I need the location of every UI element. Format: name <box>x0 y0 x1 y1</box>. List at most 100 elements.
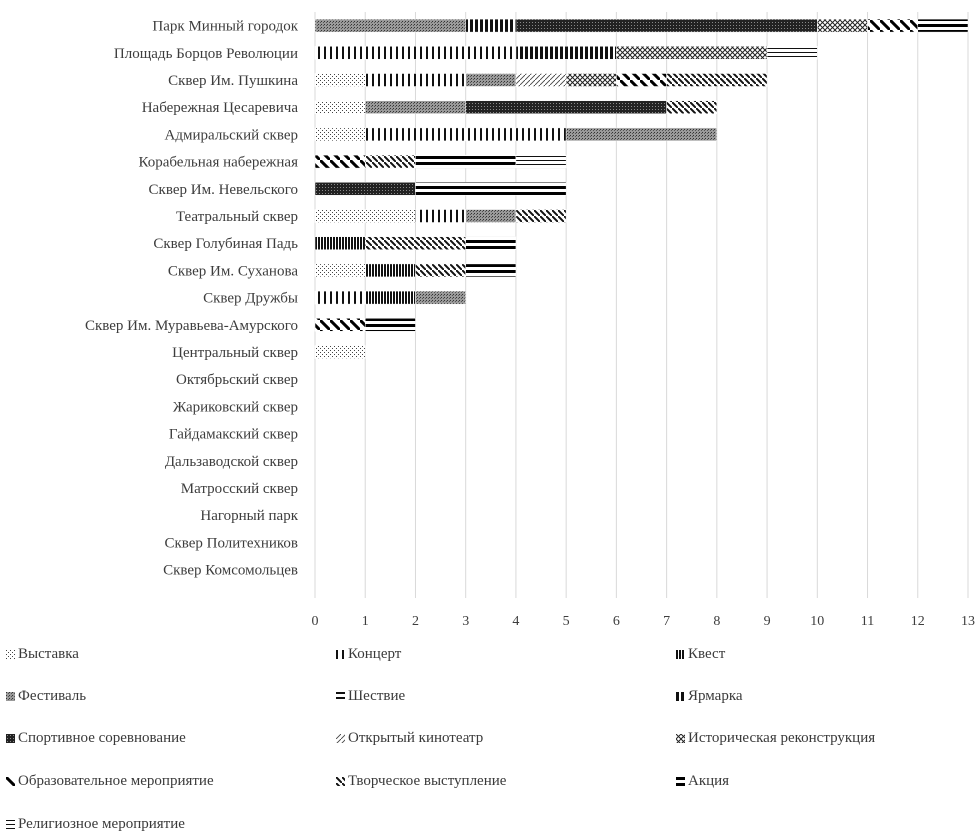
bar-segment <box>515 73 567 87</box>
legend-item: Спортивное соревнование <box>6 730 186 747</box>
legend-label: Религиозное мероприятие <box>18 816 185 832</box>
legend-label: Концерт <box>348 646 402 662</box>
bar-segment <box>465 100 667 114</box>
x-tick-label: 8 <box>713 614 720 629</box>
bar-segment <box>565 127 718 142</box>
bar-segment <box>515 154 567 169</box>
bar-segment <box>364 154 416 169</box>
bar-segment <box>314 182 416 196</box>
category-labels: Парк Минный городок Площадь Борцов Револю… <box>85 19 299 579</box>
legend-swatch <box>676 777 685 786</box>
bar-segment <box>465 18 517 33</box>
category-label: Сквер Политехников <box>164 535 298 551</box>
category-label: Адмиральский сквер <box>165 127 298 143</box>
category-label: Сквер Комсомольцев <box>163 563 298 579</box>
chart-canvas: Парк Минный городок Площадь Борцов Револю… <box>85 12 976 629</box>
x-tick-labels: 0 1 2 3 4 5 6 7 8 9 10 11 12 13 <box>312 614 976 629</box>
bar-segment <box>364 236 466 250</box>
x-tick-label: 2 <box>412 614 419 629</box>
bar-segment <box>364 290 416 305</box>
bar-segment <box>364 127 567 142</box>
bar-segment <box>917 18 969 33</box>
bar-segment <box>515 18 818 33</box>
x-tick-label: 4 <box>512 614 519 629</box>
legend-item: Ярмарка <box>676 688 743 705</box>
category-label: Сквер Им. Муравьева-Амурского <box>85 318 298 334</box>
bar-segment <box>616 73 667 87</box>
category-label: Сквер Дружбы <box>203 291 298 307</box>
legend-label: Акция <box>688 773 730 789</box>
legend-swatch <box>6 820 15 829</box>
category-label: Центральный сквер <box>172 345 298 361</box>
legend-item: Выставка <box>6 646 79 663</box>
x-tick-label: 0 <box>312 614 319 629</box>
legend-swatch <box>336 650 345 659</box>
bar-segment <box>314 46 517 60</box>
bar-segment <box>817 18 868 33</box>
category-label: Матросский сквер <box>181 481 298 497</box>
legend-swatch <box>336 777 345 786</box>
bar-segment <box>314 290 366 305</box>
bar-segment <box>364 318 416 332</box>
x-tick-label: 10 <box>810 614 824 629</box>
bars <box>314 18 969 359</box>
bar-segment <box>465 263 517 278</box>
legend-label: Образовательное мероприятие <box>18 773 214 789</box>
bar-segment <box>565 73 617 87</box>
category-label: Гайдамакский сквер <box>169 427 298 443</box>
legend-swatch <box>336 692 345 701</box>
x-tick-label: 11 <box>861 614 874 629</box>
legend-item: Творческое выступление <box>336 773 506 790</box>
bar-segment <box>364 263 416 278</box>
bar-segment <box>515 46 617 60</box>
bar-segment <box>465 236 517 250</box>
bar-segment <box>314 263 366 278</box>
bar-segment <box>314 209 416 223</box>
category-label: Набережная Цесаревича <box>142 100 299 116</box>
bar-segment <box>364 100 466 114</box>
x-tick-label: 7 <box>663 614 670 629</box>
category-label: Жариковский сквер <box>173 399 298 415</box>
bar-segment <box>415 154 517 169</box>
legend-swatch <box>6 777 15 786</box>
category-label: Сквер Им. Невельского <box>149 182 298 198</box>
bar-segment <box>415 290 466 305</box>
x-tick-label: 1 <box>362 614 369 629</box>
x-tick-label: 3 <box>462 614 469 629</box>
legend-label: Выставка <box>18 646 79 662</box>
category-label: Сквер Им. Суханова <box>168 263 299 279</box>
x-tick-label: 13 <box>961 614 975 629</box>
category-label: Октябрьский сквер <box>176 372 298 388</box>
x-tick-label: 9 <box>764 614 771 629</box>
legend-item: Квест <box>676 646 725 663</box>
legend-swatch <box>676 692 685 701</box>
x-tick-label: 12 <box>911 614 925 629</box>
legend-label: Открытый кинотеатр <box>348 730 484 746</box>
bar-segment <box>415 209 466 223</box>
legend-item: Религиозное мероприятие <box>6 816 185 833</box>
bar-segment <box>415 182 567 196</box>
legend-label: Квест <box>688 646 726 662</box>
bar-segment <box>415 263 466 278</box>
bar-segment <box>314 345 366 359</box>
legend-swatch <box>6 692 15 701</box>
gridlines <box>314 12 969 598</box>
legend-label: Спортивное соревнование <box>18 730 186 746</box>
bar-segment <box>666 73 768 87</box>
category-label: Нагорный парк <box>200 508 298 524</box>
category-label: Корабельная набережная <box>138 155 298 171</box>
legend-label: Фестиваль <box>18 688 87 704</box>
bar-segment <box>616 46 768 60</box>
legend-swatch <box>336 734 345 743</box>
bar-segment <box>314 236 366 250</box>
bar-segment <box>766 46 818 60</box>
x-tick-label: 6 <box>613 614 620 629</box>
legend-label: Историческая реконструкция <box>688 730 876 746</box>
bar-segment <box>314 318 366 332</box>
category-label: Дальзаводской сквер <box>165 454 298 470</box>
bar-segment <box>364 73 466 87</box>
legend-item: Шествие <box>336 688 405 705</box>
legend-item: Концерт <box>336 646 401 663</box>
legend-item: Образовательное мероприятие <box>6 773 214 790</box>
legend-label: Ярмарка <box>688 688 743 704</box>
